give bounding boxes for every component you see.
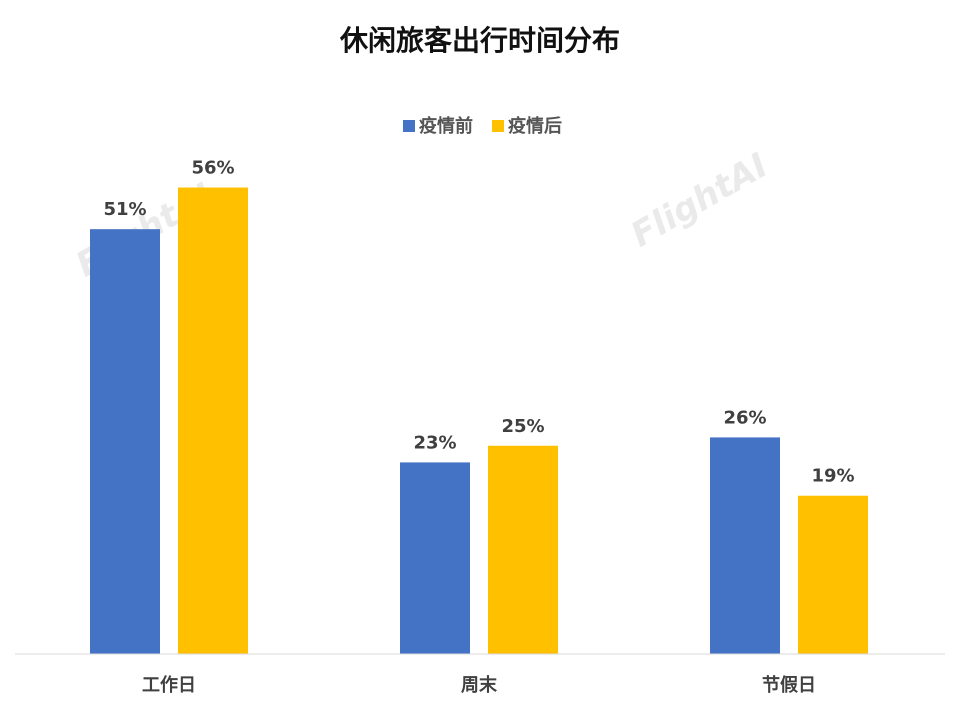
data-label-1-3: 26%: [723, 407, 766, 428]
bar-2-3: [798, 495, 868, 654]
bar-2-2: [488, 445, 558, 654]
watermark-right: FlightAI: [624, 146, 774, 256]
legend-label-series-2: 疫情后: [508, 115, 562, 137]
data-labels-layer: 51% 56% 23% 25% 26% 19%: [103, 158, 854, 487]
category-label-3: 节假日: [762, 674, 816, 696]
bars-layer: [90, 187, 868, 655]
category-label-1: 工作日: [142, 674, 196, 696]
category-label-2: 周末: [461, 674, 498, 696]
watermarks: FlightAI FlightAI: [69, 146, 774, 286]
legend-swatch-series-1: [403, 120, 415, 132]
data-label-1-2: 23%: [413, 432, 456, 453]
bar-1-3: [710, 437, 780, 654]
legend: 疫情前 疫情后: [403, 115, 562, 137]
data-label-1-1: 51%: [103, 199, 146, 220]
legend-label-series-1: 疫情前: [419, 115, 473, 137]
category-labels-layer: 工作日 周末 节假日: [142, 674, 816, 696]
chart-title: 休闲旅客出行时间分布: [339, 24, 620, 57]
data-label-2-2: 25%: [501, 416, 544, 437]
bar-1-2: [400, 462, 470, 654]
legend-swatch-series-2: [492, 120, 504, 132]
bar-1-1: [90, 229, 160, 655]
bar-2-1: [178, 187, 248, 654]
data-label-2-1: 56%: [191, 158, 234, 179]
data-label-2-3: 19%: [811, 466, 854, 487]
